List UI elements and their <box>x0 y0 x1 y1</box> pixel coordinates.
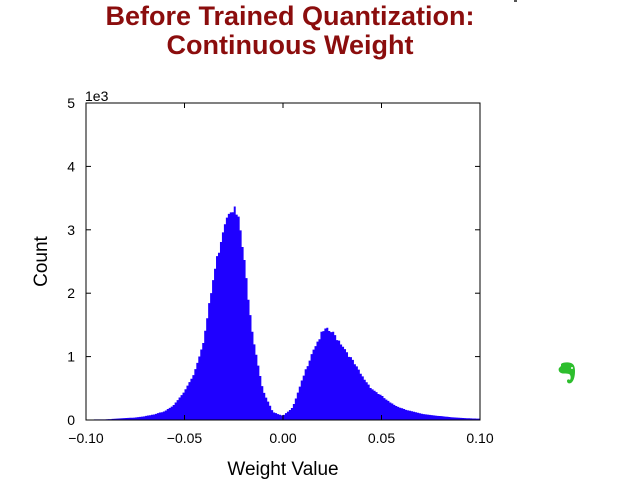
evernote-elephant-icon[interactable] <box>557 361 577 385</box>
y-tick-label: 1 <box>67 349 75 365</box>
x-tick-label: −0.05 <box>167 430 203 446</box>
slide-title: Before Trained Quantization: Continuous … <box>40 2 540 60</box>
slide-title-line-2: Continuous Weight <box>166 30 414 60</box>
y-tick-label: 5 <box>67 95 75 111</box>
y-tick-label: 0 <box>67 412 75 428</box>
y-tick-label: 2 <box>67 285 75 301</box>
plot-area <box>86 103 480 420</box>
x-tick-label: −0.10 <box>68 430 104 446</box>
y-tick-label: 4 <box>67 158 75 174</box>
x-axis-title: Weight Value <box>227 459 338 480</box>
x-tick-label: 0.05 <box>368 430 395 446</box>
axis-ticks: −0.10 −0.05 0.00 0.05 0.10 0 1 2 3 4 5 <box>67 95 494 446</box>
x-tick-label: 0.00 <box>269 430 296 446</box>
y-axis-title: Count <box>31 235 52 286</box>
plot-background <box>86 103 480 420</box>
y-scale-label: 1e3 <box>85 88 109 104</box>
y-tick-label: 3 <box>67 222 75 238</box>
x-tick-label: 0.10 <box>466 430 493 446</box>
stray-mark <box>514 0 517 2</box>
slide-title-line-1: Before Trained Quantization: <box>105 1 475 31</box>
